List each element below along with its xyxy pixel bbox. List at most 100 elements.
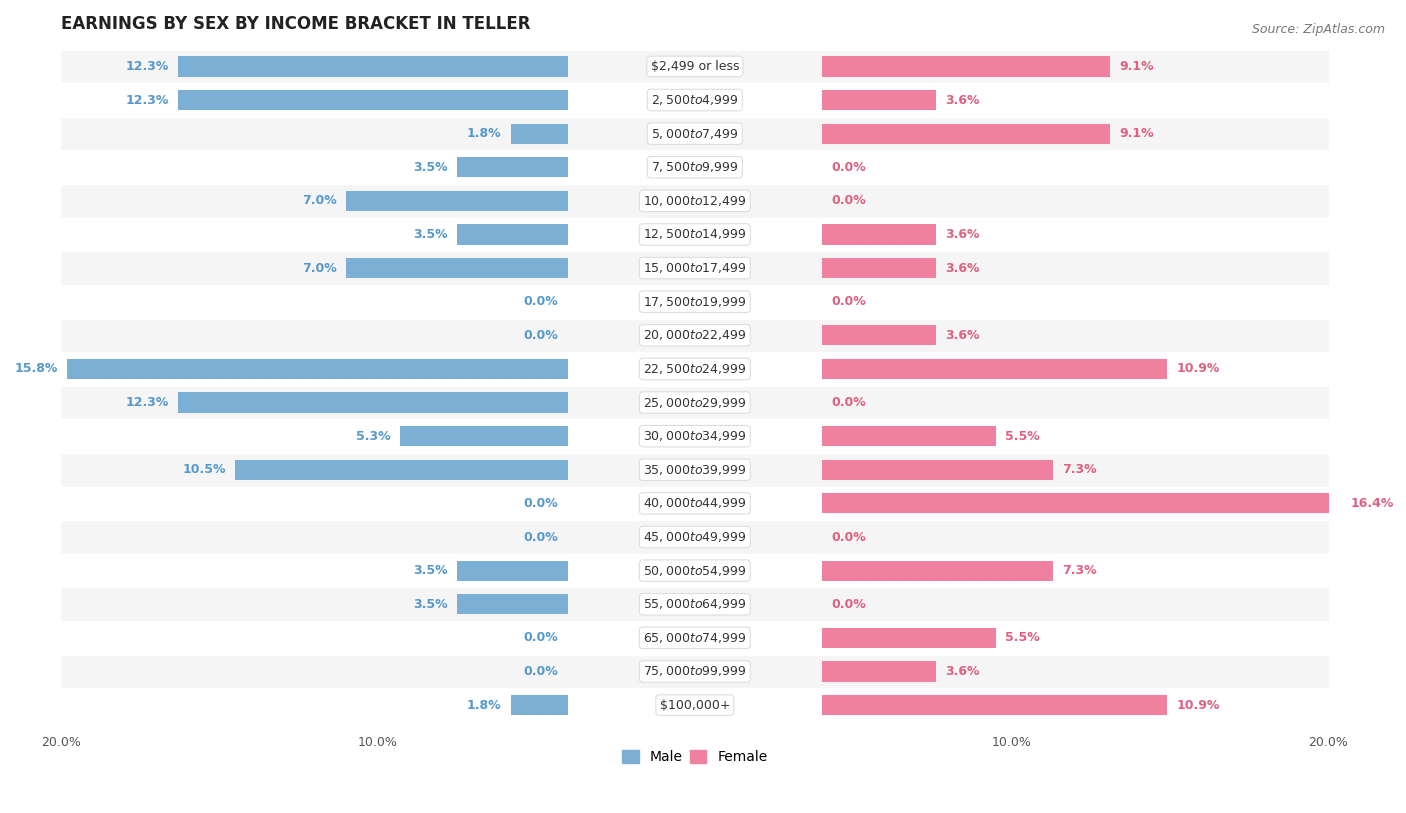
Bar bbox=[60, 385, 1329, 420]
Bar bbox=[60, 117, 1329, 150]
Text: 0.0%: 0.0% bbox=[831, 295, 866, 308]
Text: $5,000 to $7,499: $5,000 to $7,499 bbox=[651, 127, 738, 141]
Bar bbox=[510, 124, 568, 144]
Bar bbox=[346, 258, 568, 278]
Bar bbox=[457, 157, 568, 177]
Text: $10,000 to $12,499: $10,000 to $12,499 bbox=[643, 193, 747, 208]
Text: 1.8%: 1.8% bbox=[467, 698, 502, 711]
Text: 15.8%: 15.8% bbox=[14, 363, 58, 376]
Bar bbox=[60, 554, 1329, 588]
Bar bbox=[457, 594, 568, 615]
Text: $55,000 to $64,999: $55,000 to $64,999 bbox=[643, 598, 747, 611]
Text: $45,000 to $49,999: $45,000 to $49,999 bbox=[643, 530, 747, 544]
Bar bbox=[346, 191, 568, 211]
Bar bbox=[401, 426, 568, 446]
Text: 10.9%: 10.9% bbox=[1177, 698, 1220, 711]
Bar bbox=[67, 359, 568, 379]
Bar bbox=[60, 150, 1329, 184]
Bar bbox=[60, 588, 1329, 621]
Text: 0.0%: 0.0% bbox=[524, 531, 558, 544]
Text: 0.0%: 0.0% bbox=[524, 632, 558, 645]
Bar bbox=[821, 325, 935, 346]
Text: $2,500 to $4,999: $2,500 to $4,999 bbox=[651, 93, 738, 107]
Text: $15,000 to $17,499: $15,000 to $17,499 bbox=[643, 261, 747, 275]
Bar bbox=[60, 420, 1329, 453]
Bar bbox=[821, 695, 1167, 715]
Text: 3.6%: 3.6% bbox=[945, 93, 980, 107]
Text: 16.4%: 16.4% bbox=[1351, 497, 1395, 510]
Text: 0.0%: 0.0% bbox=[831, 194, 866, 207]
Bar bbox=[60, 251, 1329, 285]
Text: $17,500 to $19,999: $17,500 to $19,999 bbox=[643, 295, 747, 309]
Bar bbox=[60, 50, 1329, 83]
Text: 0.0%: 0.0% bbox=[831, 161, 866, 174]
Text: 3.6%: 3.6% bbox=[945, 228, 980, 241]
Bar bbox=[60, 654, 1329, 689]
Bar bbox=[821, 56, 1109, 76]
Text: $40,000 to $44,999: $40,000 to $44,999 bbox=[643, 497, 747, 511]
Text: 0.0%: 0.0% bbox=[524, 665, 558, 678]
Bar bbox=[60, 184, 1329, 218]
Bar bbox=[821, 90, 935, 110]
Bar bbox=[179, 90, 568, 110]
Bar bbox=[179, 393, 568, 413]
Text: $65,000 to $74,999: $65,000 to $74,999 bbox=[643, 631, 747, 645]
Text: Source: ZipAtlas.com: Source: ZipAtlas.com bbox=[1251, 23, 1385, 36]
Bar bbox=[821, 459, 1053, 480]
Text: 3.5%: 3.5% bbox=[413, 598, 447, 611]
Bar bbox=[179, 56, 568, 76]
Text: 3.6%: 3.6% bbox=[945, 665, 980, 678]
Text: $30,000 to $34,999: $30,000 to $34,999 bbox=[643, 429, 747, 443]
Text: 3.5%: 3.5% bbox=[413, 228, 447, 241]
Text: 10.5%: 10.5% bbox=[183, 463, 226, 476]
Text: $75,000 to $99,999: $75,000 to $99,999 bbox=[643, 664, 747, 679]
Text: $22,500 to $24,999: $22,500 to $24,999 bbox=[643, 362, 747, 376]
Bar bbox=[60, 83, 1329, 117]
Bar bbox=[60, 487, 1329, 520]
Bar bbox=[821, 258, 935, 278]
Text: 12.3%: 12.3% bbox=[125, 93, 169, 107]
Bar bbox=[821, 426, 995, 446]
Text: 0.0%: 0.0% bbox=[831, 598, 866, 611]
Text: 7.0%: 7.0% bbox=[302, 194, 337, 207]
Bar bbox=[510, 695, 568, 715]
Bar bbox=[821, 124, 1109, 144]
Text: 9.1%: 9.1% bbox=[1119, 127, 1154, 140]
Text: 0.0%: 0.0% bbox=[524, 497, 558, 510]
Text: 9.1%: 9.1% bbox=[1119, 60, 1154, 73]
Bar bbox=[821, 560, 1053, 580]
Text: 3.5%: 3.5% bbox=[413, 161, 447, 174]
Text: $35,000 to $39,999: $35,000 to $39,999 bbox=[643, 463, 747, 476]
Bar bbox=[60, 218, 1329, 251]
Text: 5.5%: 5.5% bbox=[1005, 632, 1040, 645]
Text: 0.0%: 0.0% bbox=[831, 396, 866, 409]
Bar bbox=[821, 359, 1167, 379]
Bar bbox=[821, 224, 935, 245]
Text: 7.3%: 7.3% bbox=[1063, 463, 1097, 476]
Text: 5.5%: 5.5% bbox=[1005, 429, 1040, 442]
Text: 3.6%: 3.6% bbox=[945, 328, 980, 341]
Text: $7,500 to $9,999: $7,500 to $9,999 bbox=[651, 160, 738, 174]
Text: $25,000 to $29,999: $25,000 to $29,999 bbox=[643, 396, 747, 410]
Bar bbox=[60, 453, 1329, 487]
Bar bbox=[821, 662, 935, 681]
Bar bbox=[60, 285, 1329, 319]
Text: 3.6%: 3.6% bbox=[945, 262, 980, 275]
Bar bbox=[457, 224, 568, 245]
Bar bbox=[60, 319, 1329, 352]
Text: $100,000+: $100,000+ bbox=[659, 698, 730, 711]
Text: 10.9%: 10.9% bbox=[1177, 363, 1220, 376]
Text: 1.8%: 1.8% bbox=[467, 127, 502, 140]
Text: $20,000 to $22,499: $20,000 to $22,499 bbox=[643, 328, 747, 342]
Text: $2,499 or less: $2,499 or less bbox=[651, 60, 740, 73]
Bar bbox=[821, 628, 995, 648]
Text: 0.0%: 0.0% bbox=[524, 295, 558, 308]
Text: EARNINGS BY SEX BY INCOME BRACKET IN TELLER: EARNINGS BY SEX BY INCOME BRACKET IN TEL… bbox=[60, 15, 530, 33]
Text: 7.3%: 7.3% bbox=[1063, 564, 1097, 577]
Text: 7.0%: 7.0% bbox=[302, 262, 337, 275]
Text: $12,500 to $14,999: $12,500 to $14,999 bbox=[643, 228, 747, 241]
Text: 0.0%: 0.0% bbox=[831, 531, 866, 544]
Text: 12.3%: 12.3% bbox=[125, 396, 169, 409]
Bar bbox=[60, 520, 1329, 554]
Bar bbox=[821, 493, 1341, 514]
